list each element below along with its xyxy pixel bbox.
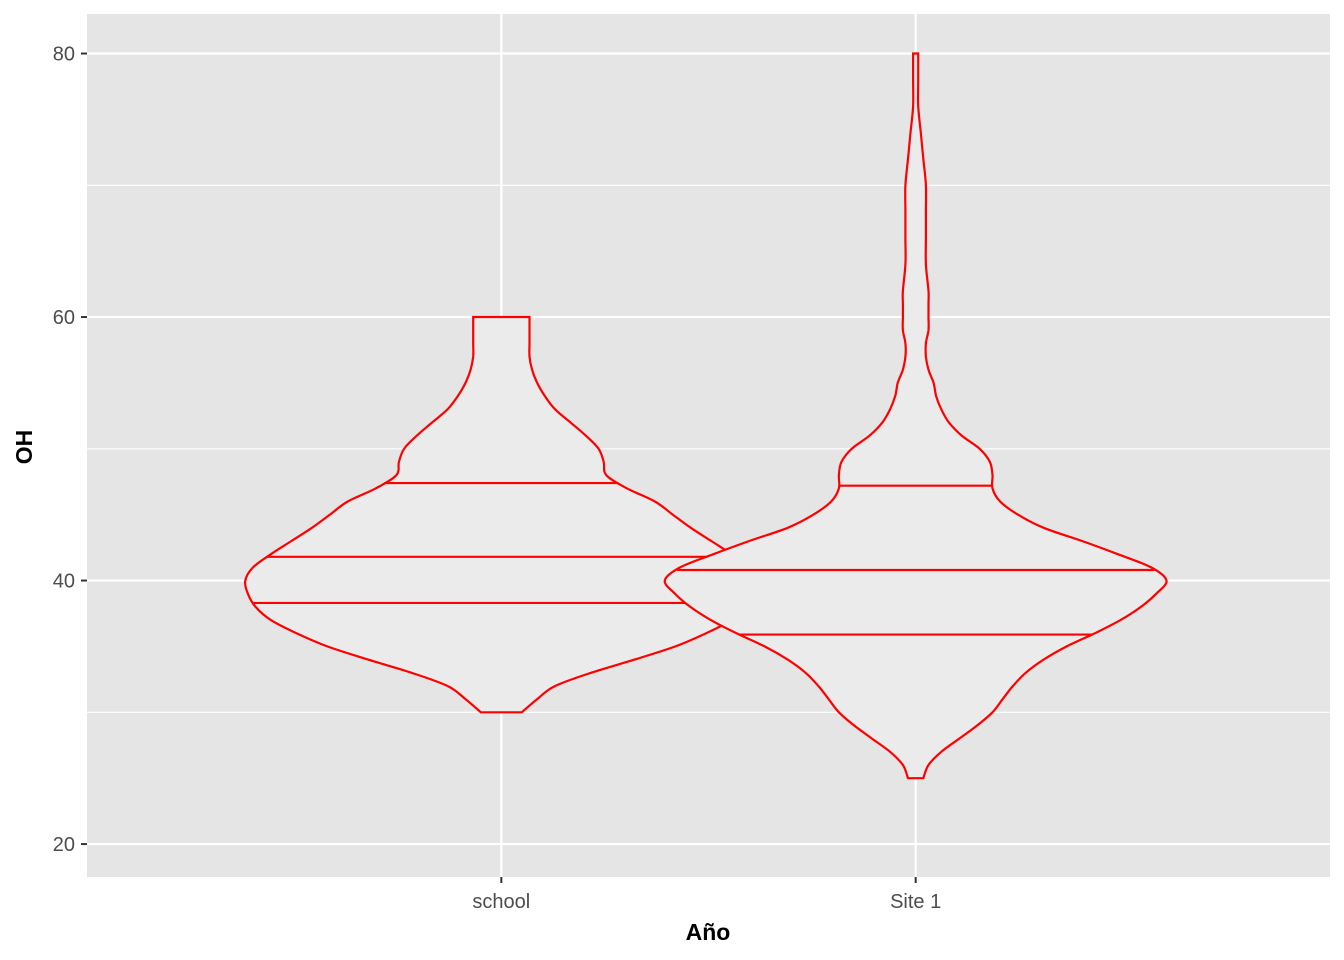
y-tick-label: 80 — [53, 44, 75, 66]
y-tick-label: 20 — [53, 834, 75, 856]
violin-site-1 — [663, 52, 1168, 780]
x-axis: school Site 1 — [472, 877, 941, 913]
x-axis-title: Año — [686, 919, 731, 945]
x-tick-label: school — [472, 891, 530, 913]
y-axis-title: OH — [11, 430, 37, 465]
y-tick-label: 40 — [53, 571, 75, 593]
violins — [244, 52, 1168, 780]
x-tick-label: Site 1 — [890, 891, 941, 913]
minor-gridlines — [87, 184, 1330, 713]
plot-panel — [87, 14, 1330, 877]
y-axis: 20 40 60 80 — [53, 44, 87, 856]
y-tick-label: 60 — [53, 307, 75, 329]
